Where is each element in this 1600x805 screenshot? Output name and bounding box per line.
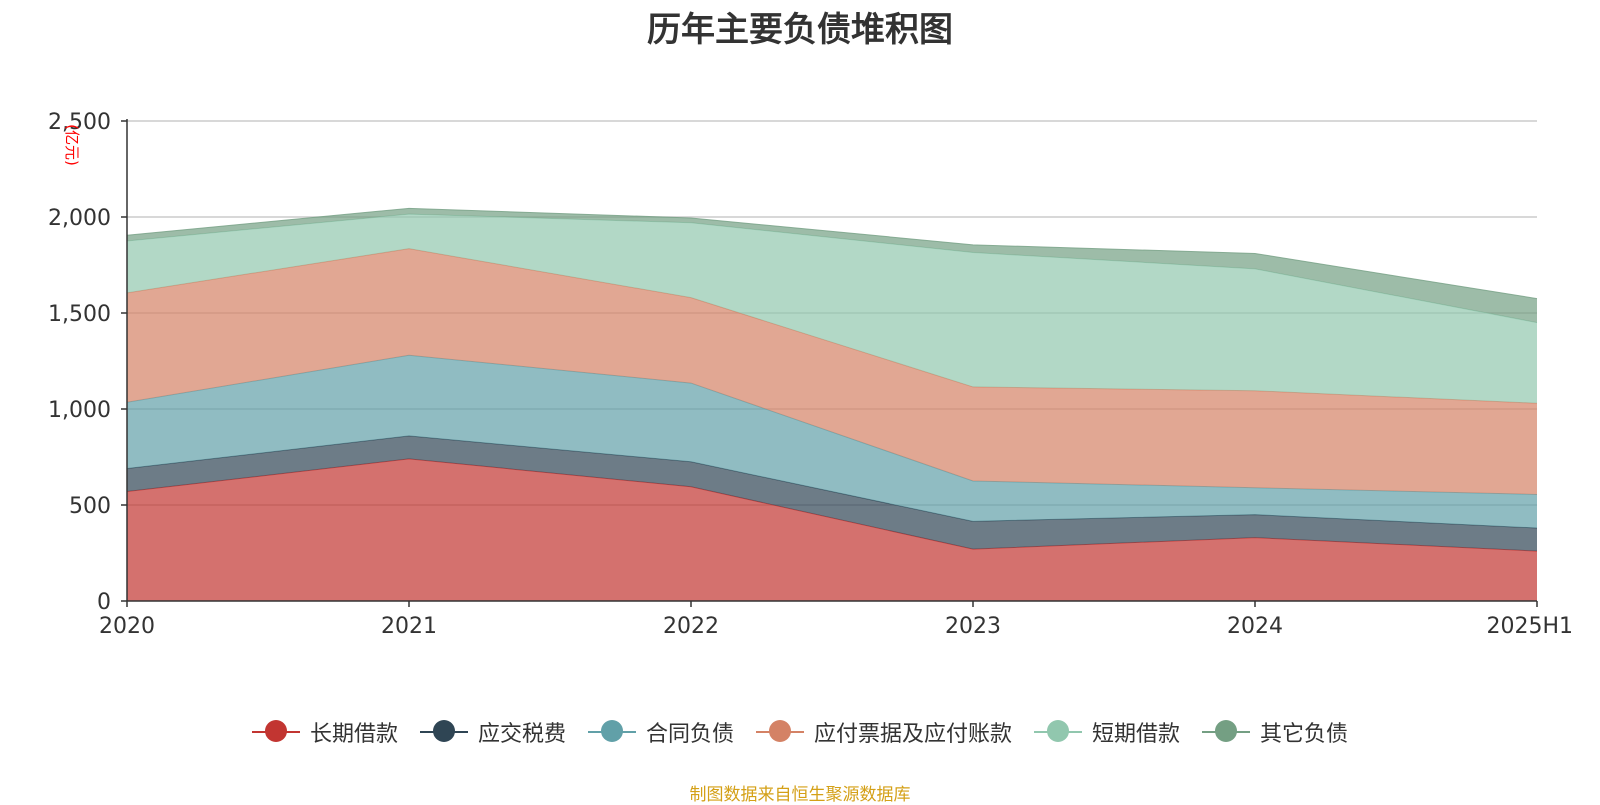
legend-item-2[interactable]: 应交税费	[419, 716, 566, 748]
y-tick-label: 500	[69, 494, 111, 519]
legend-label: 短期借款	[1092, 722, 1181, 747]
y-tick-label: 2,000	[48, 206, 111, 231]
stacked-area-chart: 0 500 1,000 1,500 2,000 2,500 2020 2021 2022 2023…	[48, 110, 1573, 639]
source-note: 制图数据来自恒生聚源数据库	[689, 785, 911, 805]
legend-marker-icon	[756, 719, 804, 745]
axis-layer: 0 500 1,000 1,500 2,000 2,500 2020 2021 2022 2023…	[48, 110, 1573, 639]
legend-marker-icon	[1034, 719, 1083, 745]
y-tick-label: 1,500	[48, 302, 111, 327]
area-series-3[interactable]	[127, 355, 1537, 529]
x-tick-label: 2021	[381, 614, 437, 639]
x-tick-label: 2020	[99, 614, 155, 639]
legend: 长期借款 应交税费 合同负债 应付票据及应付账款 短期借款 其它负债	[0, 716, 1600, 748]
legend-item-3[interactable]: 合同负债	[587, 716, 734, 748]
legend-label: 合同负债	[645, 722, 734, 747]
x-tick-label: 2024	[1227, 614, 1283, 639]
legend-marker-icon	[419, 719, 468, 745]
legend-item-1[interactable]: 长期借款	[251, 716, 398, 748]
y-axis-unit-label: (亿元)	[63, 124, 81, 166]
legend-marker-icon	[251, 719, 300, 745]
legend-item-4[interactable]: 应付票据及应付账款	[756, 716, 1012, 748]
legend-label: 应交税费	[477, 722, 566, 747]
x-tick-label: 2025H1	[1486, 614, 1573, 639]
area-series-2[interactable]	[127, 435, 1537, 552]
legend-item-5[interactable]: 短期借款	[1034, 716, 1180, 748]
legend-marker-icon	[587, 719, 636, 745]
y-tick-label: 1,000	[48, 398, 111, 423]
chart-title: 历年主要负债堆积图	[647, 10, 953, 50]
legend-label: 其它负债	[1260, 722, 1349, 747]
area-series-4[interactable]	[127, 248, 1537, 495]
legend-label: 长期借款	[309, 722, 398, 747]
area-layer	[126, 207, 1538, 601]
legend-label: 应付票据及应付账款	[814, 722, 1013, 747]
y-tick-label: 0	[97, 590, 111, 615]
area-series-6[interactable]	[127, 208, 1537, 323]
legend-item-6[interactable]: 其它负债	[1202, 716, 1348, 748]
area-series-edge-6	[126, 207, 1538, 300]
y-tick-label: 2,500	[48, 110, 111, 135]
legend-marker-icon	[1202, 719, 1251, 745]
x-tick-label: 2022	[663, 614, 719, 639]
x-tick-label: 2023	[945, 614, 1001, 639]
area-series-1[interactable]	[127, 458, 1537, 601]
area-series-5[interactable]	[127, 214, 1537, 404]
